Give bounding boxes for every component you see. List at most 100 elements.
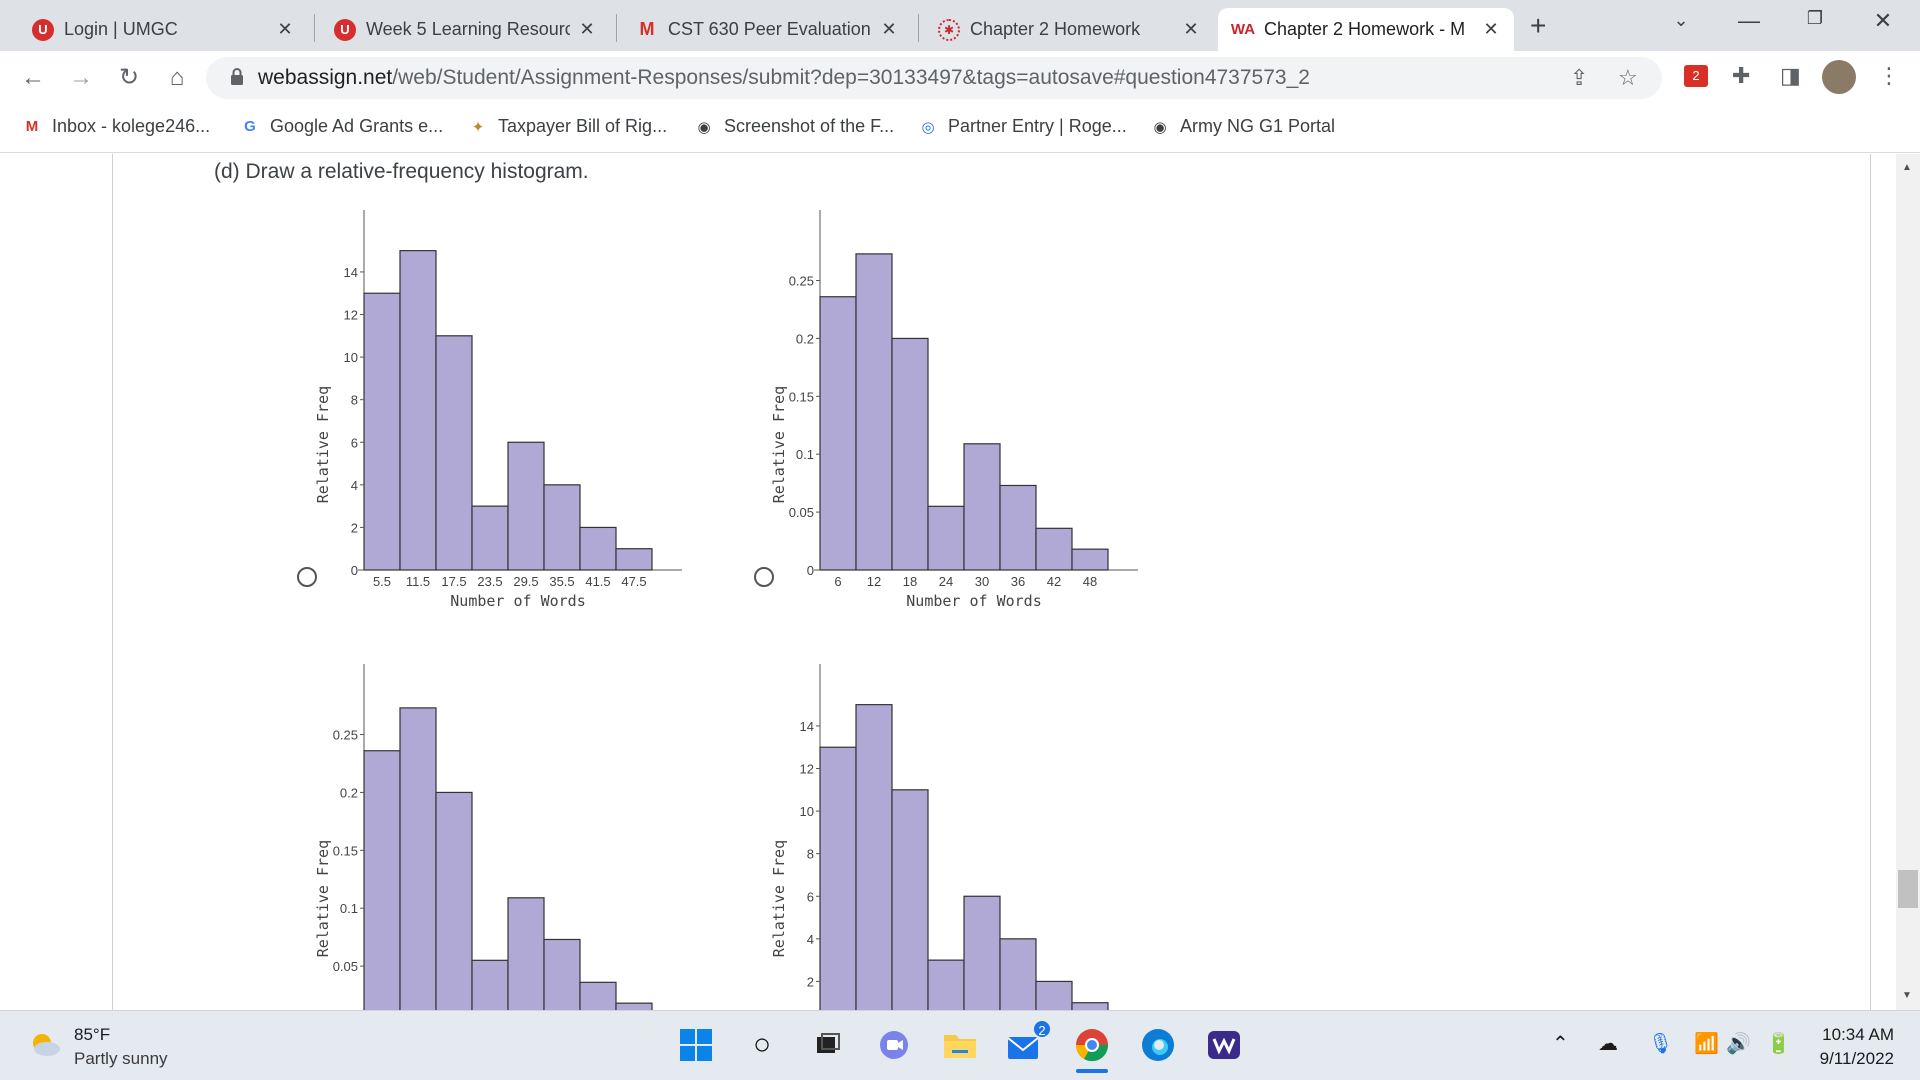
back-icon[interactable]: ← <box>21 64 45 91</box>
mail-icon[interactable]: 2 <box>1006 1019 1052 1065</box>
tab-chapter2-active[interactable]: WA Chapter 2 Homework - M ✕ <box>1218 8 1514 51</box>
histogram-bar <box>1071 1002 1109 1010</box>
y-tick-label: 8 <box>351 393 358 408</box>
profile-avatar[interactable] <box>1822 60 1856 94</box>
close-window-button[interactable]: ✕ <box>1873 8 1893 33</box>
minimize-button[interactable]: — <box>1738 8 1760 33</box>
task-view-icon[interactable] <box>808 1025 848 1065</box>
bookmark-google-ad-grants[interactable]: G Google Ad Grants e... <box>240 116 443 137</box>
new-tab-button[interactable]: + <box>1530 10 1547 41</box>
x-tick-label: 35.5 <box>549 574 574 589</box>
bookmark-screenshot[interactable]: ◉ Screenshot of the F... <box>694 116 894 137</box>
y-tick-label: 4 <box>807 932 814 947</box>
bookmark-army-ng[interactable]: ◉ Army NG G1 Portal <box>1150 116 1335 137</box>
y-tick-label: 2 <box>807 974 814 989</box>
menu-kebab-icon[interactable]: ⋮ <box>1878 63 1900 88</box>
tab-login-umgc[interactable]: U Login | UMGC ✕ <box>18 8 308 51</box>
mail-badge: 2 <box>1032 1019 1052 1039</box>
windows-start-icon[interactable] <box>676 1025 716 1065</box>
scroll-up-arrow-icon[interactable]: ▲ <box>1902 162 1912 173</box>
share-icon[interactable]: ⇪ <box>1570 65 1589 90</box>
extension-badge-icon[interactable]: 2 <box>1684 65 1708 87</box>
histogram-bar <box>855 704 893 1010</box>
file-explorer-icon[interactable] <box>940 1025 980 1065</box>
y-tick-label: 0.1 <box>340 901 358 916</box>
close-icon[interactable]: ✕ <box>881 19 897 39</box>
reload-icon[interactable]: ↻ <box>118 64 140 91</box>
histogram-bar <box>363 292 401 571</box>
y-tick-label: 10 <box>344 350 358 365</box>
close-icon[interactable]: ✕ <box>1483 19 1499 39</box>
y-tick-label: 0 <box>807 563 814 578</box>
active-app-indicator <box>1076 1069 1108 1073</box>
clock-time[interactable]: 10:34 AM <box>1822 1025 1894 1044</box>
y-tick-label: 8 <box>807 847 814 862</box>
option-a-radio[interactable] <box>297 567 317 587</box>
bookmark-taxpayer[interactable]: ✦ Taxpayer Bill of Rig... <box>468 116 667 137</box>
bookmark-inbox[interactable]: M Inbox - kolege246... <box>22 116 210 137</box>
y-axis-label: Relative Freq <box>770 386 788 503</box>
google-icon: G <box>244 118 256 135</box>
battery-icon[interactable]: 🔋 <box>1766 1033 1791 1055</box>
x-tick-label: 36 <box>1011 574 1025 589</box>
tab-search-icon[interactable]: ⌄ <box>1673 10 1689 30</box>
chrome-icon[interactable] <box>1072 1025 1112 1073</box>
edge-icon[interactable] <box>1138 1025 1178 1065</box>
microphone-icon[interactable]: 🎙 <box>1648 1033 1674 1055</box>
y-tick-label: 0.05 <box>789 505 814 520</box>
partner-icon: ◎ <box>921 118 935 136</box>
y-tick-label: 0.1 <box>796 447 814 462</box>
tab-cst630[interactable]: M CST 630 Peer Evaluation - ✕ <box>622 8 912 51</box>
histogram-bar <box>543 938 581 1010</box>
tab-title: CST 630 Peer Evaluation - <box>668 19 872 39</box>
clock-date[interactable]: 9/11/2022 <box>1819 1049 1894 1068</box>
page-scrollbar[interactable]: ▲ ▼ <box>1896 154 1920 1010</box>
wifi-icon[interactable]: 📶 <box>1694 1033 1719 1055</box>
histogram-bar <box>999 938 1037 1010</box>
close-icon[interactable]: ✕ <box>277 19 293 39</box>
x-tick-label: 24 <box>939 574 953 589</box>
bookmark-star-icon[interactable]: ☆ <box>1618 65 1638 90</box>
tab-week5[interactable]: U Week 5 Learning Resource ✕ <box>320 8 610 51</box>
restore-button[interactable]: ❐ <box>1806 8 1824 28</box>
scroll-thumb[interactable] <box>1898 870 1918 908</box>
scroll-down-arrow-icon[interactable]: ▼ <box>1902 990 1912 1001</box>
forward-icon[interactable]: → <box>69 64 93 91</box>
teams-chat-icon[interactable] <box>874 1025 914 1065</box>
x-tick-label: 29.5 <box>513 574 538 589</box>
volume-icon[interactable]: 🔊 <box>1726 1033 1751 1055</box>
partly-sunny-icon <box>33 1034 60 1056</box>
show-hidden-icons-icon[interactable]: ⌃ <box>1552 1033 1569 1055</box>
weather-description[interactable]: Partly sunny <box>74 1049 168 1068</box>
histogram-bar <box>579 981 617 1010</box>
close-icon[interactable]: ✕ <box>579 19 595 39</box>
tab-chapter2[interactable]: ✱ Chapter 2 Homework ✕ <box>924 8 1214 51</box>
address-bar[interactable]: webassign.net/web/Student/Assignment-Res… <box>206 57 1662 99</box>
tab-title: Login | UMGC <box>64 19 178 39</box>
histogram-bar <box>927 505 965 571</box>
extensions-puzzle-icon[interactable]: ✚ <box>1732 63 1751 88</box>
weather-temperature[interactable]: 85°F <box>74 1025 111 1044</box>
y-tick-label: 0.2 <box>796 331 814 346</box>
histogram-bar <box>615 548 653 571</box>
close-icon[interactable]: ✕ <box>1183 19 1199 39</box>
y-tick-label: 12 <box>344 308 358 323</box>
bookmark-label: Army NG G1 Portal <box>1180 116 1336 136</box>
side-panel-icon[interactable]: ◨ <box>1780 63 1801 88</box>
bookmark-partner-entry[interactable]: ◎ Partner Entry | Roge... <box>918 116 1126 137</box>
histogram-bar <box>471 505 509 571</box>
y-tick-label: 0.25 <box>333 728 358 743</box>
app-icon[interactable] <box>1204 1025 1244 1065</box>
y-tick-label: 6 <box>351 435 358 450</box>
x-axis-label: Number of Words <box>906 592 1041 610</box>
x-tick-label: 17.5 <box>441 574 466 589</box>
search-icon[interactable]: ○ <box>752 1028 772 1061</box>
y-tick-label: 10 <box>800 804 814 819</box>
home-icon[interactable]: ⌂ <box>169 64 185 91</box>
option-b-radio[interactable] <box>754 567 774 587</box>
histogram-bar <box>471 959 509 1010</box>
histogram-bar <box>891 337 929 571</box>
histogram-bar <box>891 789 929 1010</box>
onedrive-icon[interactable]: ☁ <box>1598 1033 1618 1055</box>
bookmark-label: Taxpayer Bill of Rig... <box>498 116 668 136</box>
